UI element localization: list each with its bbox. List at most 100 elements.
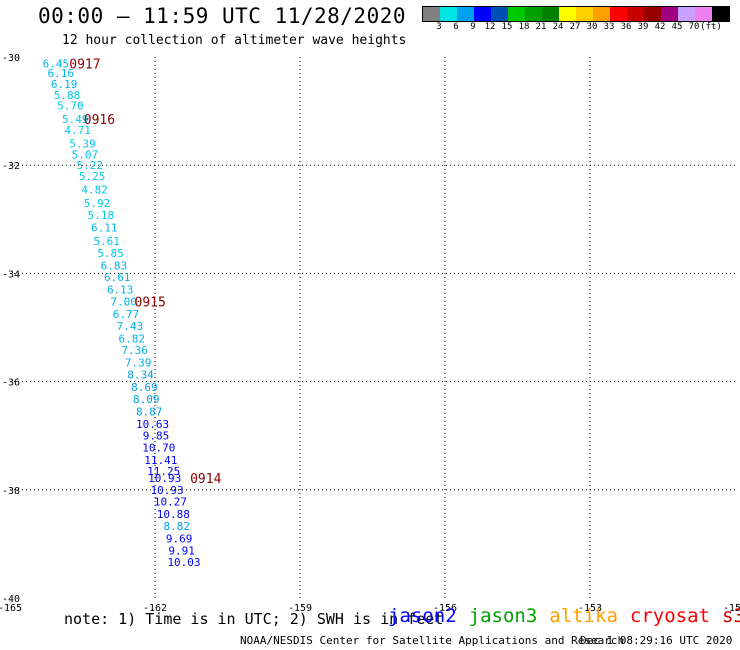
wave-height-point: 6.77 xyxy=(113,308,140,321)
wave-height-point: 8.09 xyxy=(133,393,160,406)
wave-height-point: 10.27 xyxy=(154,496,187,509)
y-tick-label: -40 xyxy=(2,594,20,605)
wave-height-point: 6.83 xyxy=(101,259,128,272)
wave-height-point: 5.92 xyxy=(84,197,111,210)
wave-height-point: 5.49 xyxy=(62,113,89,126)
pass-time-label: 0915 xyxy=(135,296,166,311)
color-swatch xyxy=(440,7,457,21)
color-scale-label: 6 xyxy=(453,22,459,32)
wave-height-point: 9.69 xyxy=(166,532,193,545)
color-swatch xyxy=(423,7,440,21)
wave-height-point: 4.82 xyxy=(81,184,108,197)
color-swatch xyxy=(491,7,508,21)
x-tick-label: -165 xyxy=(0,603,22,614)
color-swatch xyxy=(576,7,593,21)
wave-height-point: 6.82 xyxy=(119,332,146,345)
color-scale-label: 45 xyxy=(671,22,683,32)
pass-time-label: 0917 xyxy=(69,57,100,72)
wave-height-point: 7.00 xyxy=(110,296,137,309)
color-scale-label: 9 xyxy=(470,22,476,32)
legend-item-jason2: jason2 xyxy=(388,605,457,627)
wave-height-point: 6.13 xyxy=(107,284,134,297)
x-tick-label: -153 xyxy=(578,603,602,614)
y-tick-label: -32 xyxy=(2,161,20,172)
y-tick-label: -34 xyxy=(2,269,20,280)
color-scale-bar xyxy=(422,6,730,22)
generated-timestamp: Dec 1 08:29:16 UTC 2020 xyxy=(580,634,733,647)
x-tick-label: -150 xyxy=(723,603,740,614)
color-scale-label: 21 xyxy=(535,22,547,32)
wave-height-point: 10.88 xyxy=(157,508,190,521)
wave-height-point: 7.36 xyxy=(121,344,148,357)
wave-height-point: 6.19 xyxy=(51,78,78,91)
wave-height-point: 5.07 xyxy=(72,148,99,161)
page-subtitle: 12 hour collection of altimeter wave hei… xyxy=(62,33,407,48)
color-swatch xyxy=(610,7,627,21)
wave-height-point: 8.69 xyxy=(131,381,158,394)
wave-height-point: 9.85 xyxy=(143,430,170,443)
y-tick-label: -38 xyxy=(2,486,20,497)
wave-height-point: 10.63 xyxy=(136,418,169,431)
y-tick-label: -36 xyxy=(2,378,20,389)
legend-item-altika: altika xyxy=(549,605,618,627)
y-tick-label: -30 xyxy=(2,53,20,64)
color-swatch xyxy=(457,7,474,21)
wave-height-point: 6.16 xyxy=(48,67,75,80)
wave-height-points: 6.456.166.195.885.705.494.715.395.075.22… xyxy=(43,57,201,568)
wave-height-point: 10.93 xyxy=(151,484,184,497)
grid-lines xyxy=(10,57,735,598)
color-scale-label: 70 xyxy=(688,22,700,32)
x-tick-label: -156 xyxy=(433,603,457,614)
pass-time-labels: 0917 0916 0915 0914 xyxy=(69,57,221,486)
wave-height-point: 5.18 xyxy=(88,209,115,222)
color-swatch xyxy=(712,7,729,21)
color-swatch xyxy=(695,7,712,21)
credit-text: NOAA/NESDIS Center for Satellite Applica… xyxy=(240,634,625,647)
color-swatch xyxy=(542,7,559,21)
color-scale-label: 39 xyxy=(637,22,649,32)
color-scale-label: 42 xyxy=(654,22,666,32)
color-scale-label: 12 xyxy=(484,22,496,32)
color-scale-label: (ft) xyxy=(700,22,722,32)
color-scale-label: 24 xyxy=(552,22,564,32)
color-swatch xyxy=(678,7,695,21)
axis-tick-labels: -165 -162 -159 -156 -153 -150 -30 -32 -34 -36 -38 -… xyxy=(0,53,740,614)
wave-height-point: 5.61 xyxy=(93,235,120,248)
wave-height-point: 5.25 xyxy=(79,170,106,183)
color-swatch xyxy=(474,7,491,21)
color-scale-label: 27 xyxy=(569,22,581,32)
wave-height-point: 6.11 xyxy=(91,221,118,234)
color-scale-label: 15 xyxy=(501,22,513,32)
wave-height-point: 11.25 xyxy=(147,465,180,478)
color-scale-label: 33 xyxy=(603,22,615,32)
page-title: 00:00 – 11:59 UTC 11/28/2020 xyxy=(38,4,407,28)
legend-item-jason3: jason3 xyxy=(468,605,538,627)
color-scale-label: 30 xyxy=(586,22,598,32)
color-swatch xyxy=(661,7,678,21)
pass-time-label: 0916 xyxy=(84,113,115,128)
wave-height-point: 10.70 xyxy=(142,442,175,455)
color-swatch xyxy=(644,7,661,21)
color-scale-label: 18 xyxy=(518,22,530,32)
footer-note: note: 1) Time is in UTC; 2) SWH is in fe… xyxy=(64,610,444,628)
wave-height-point: 8.87 xyxy=(136,405,163,418)
x-tick-label: -159 xyxy=(288,603,312,614)
color-swatch xyxy=(525,7,542,21)
wave-height-point: 8.82 xyxy=(164,520,191,533)
wave-height-point: 10.93 xyxy=(148,472,181,485)
wave-height-point: 7.39 xyxy=(125,357,152,370)
satellite-legend: jason2 jason3 altika cryosat s3a xyxy=(388,605,740,627)
color-scale-label: 3 xyxy=(436,22,442,32)
wave-height-point: 10.03 xyxy=(167,556,200,569)
wave-height-point: 7.43 xyxy=(117,320,144,333)
legend-item-s3a: s3a xyxy=(722,605,740,627)
pass-time-label: 0914 xyxy=(190,472,221,487)
legend-item-cryosat: cryosat xyxy=(629,605,710,627)
color-swatch xyxy=(593,7,610,21)
wave-height-point: 6.45 xyxy=(43,57,70,70)
color-swatch xyxy=(508,7,525,21)
wave-height-point: 5.85 xyxy=(97,247,124,260)
wave-height-point: 11.41 xyxy=(144,454,177,467)
color-scale-labels: 3 6 9 12 15 18 21 24 27 30 33 36 39 42 45 70 (ft) xyxy=(422,22,740,34)
